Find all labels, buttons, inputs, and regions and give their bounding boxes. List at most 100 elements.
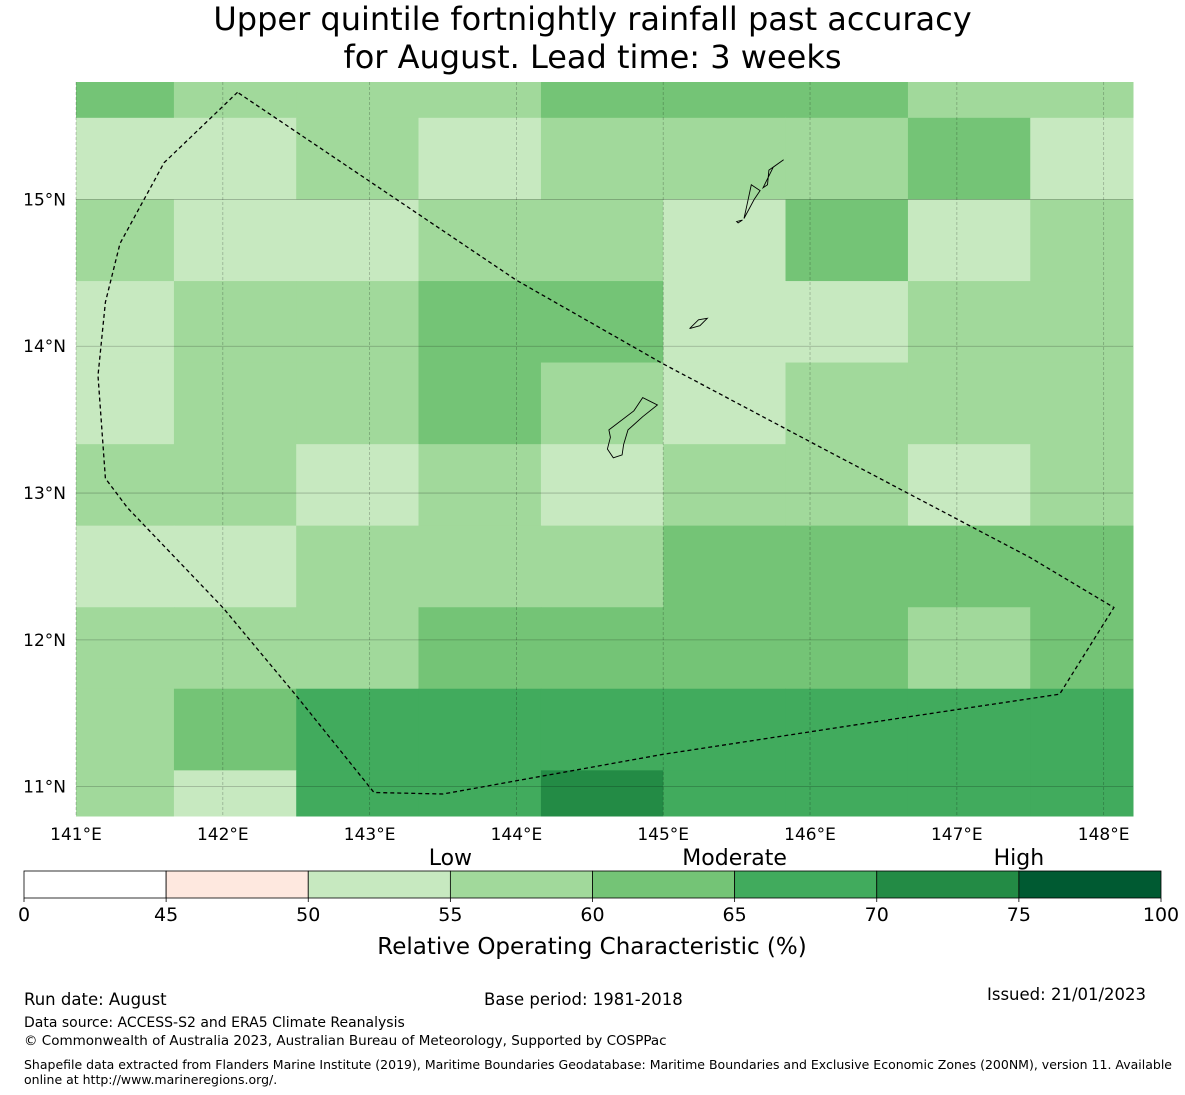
grid-cell [663, 444, 787, 527]
grid-cell [418, 607, 542, 690]
grid-cell [418, 117, 542, 200]
grid-cell [663, 525, 787, 608]
grid-cell [540, 770, 664, 817]
grid-cell [663, 607, 787, 690]
island-outline [606, 397, 659, 459]
colorbar-segment [592, 870, 736, 899]
grid-cell [1030, 770, 1134, 817]
copyright-notice: © Commonwealth of Australia 2023, Austra… [24, 1033, 667, 1049]
grid-cell [907, 444, 1031, 527]
grid-cell [907, 525, 1031, 608]
colorbar-segment [449, 870, 593, 899]
grid-cell [1030, 525, 1134, 608]
grid-cell [296, 281, 419, 364]
grid-cell [540, 525, 664, 608]
grid-cell [663, 688, 787, 771]
graticule [75, 82, 1133, 816]
colorbar [23, 870, 1162, 899]
colorbar-segment [734, 870, 878, 899]
grid-cell [1030, 82, 1134, 119]
colorbar-category-label: Low [429, 846, 472, 871]
grid-cell [296, 199, 419, 282]
grid-cell [296, 82, 419, 119]
grid-cell [907, 199, 1031, 282]
grid-cell [173, 607, 297, 690]
grid-cell [296, 688, 419, 771]
title-line-2: for August. Lead time: 3 weeks [343, 38, 842, 76]
grid-cell [907, 281, 1031, 364]
grid-cell [418, 362, 542, 445]
grid-cell [785, 688, 909, 771]
grid-cell [540, 362, 664, 445]
grid-cell [296, 362, 419, 445]
grid-cell [296, 117, 419, 200]
grid-cell [173, 82, 297, 119]
colorbar-segment [876, 870, 1020, 899]
grid-cell [173, 688, 297, 771]
island-outline [743, 184, 761, 219]
colorbar-tick-label: 0 [18, 904, 30, 926]
base-period: Base period: 1981-2018 [484, 990, 683, 1009]
grid-cell [785, 525, 909, 608]
grid-cell [663, 82, 787, 119]
coastlines [606, 159, 784, 459]
grid-cell [296, 525, 419, 608]
grid-cell [1030, 607, 1134, 690]
data-source: Data source: ACCESS-S2 and ERA5 Climate … [24, 1015, 405, 1031]
eez-boundary [97, 91, 1115, 795]
roc-grid [76, 82, 1134, 817]
grid-cell [76, 117, 175, 200]
grid-cell [1030, 199, 1134, 282]
grid-cell [540, 117, 664, 200]
grid-cell [173, 525, 297, 608]
grid-cell [173, 117, 297, 200]
grid-cell [296, 607, 419, 690]
grid-cell [1030, 281, 1134, 364]
colorbar-tick-label: 70 [865, 904, 889, 926]
grid-cell [785, 281, 909, 364]
colorbar-category-labels: Low Moderate High [429, 846, 1044, 871]
grid-cell [907, 688, 1031, 771]
grid-cell [1030, 688, 1134, 771]
x-tick-label: 144°E [491, 825, 543, 845]
colorbar-axis-label: Relative Operating Characteristic (%) [377, 934, 806, 960]
grid-cell [418, 199, 542, 282]
colorbar-tick-label: 65 [723, 904, 747, 926]
y-tick-label: 15°N [23, 190, 66, 210]
colorbar-tick-label: 75 [1007, 904, 1031, 926]
colorbar-segment [1018, 870, 1162, 899]
x-tick-label: 141°E [50, 825, 102, 845]
x-tick-labels: 141°E 142°E 143°E 144°E 145°E 146°E 147°E 148°E [50, 825, 1129, 845]
y-tick-label: 13°N [23, 484, 66, 504]
grid-cell [907, 607, 1031, 690]
grid-cell [907, 770, 1031, 817]
colorbar-segment [307, 870, 451, 899]
grid-cell [1030, 362, 1134, 445]
grid-cell [173, 199, 297, 282]
grid-cell [663, 117, 787, 200]
x-tick-label: 148°E [1078, 825, 1130, 845]
x-tick-label: 142°E [197, 825, 249, 845]
grid-cell [418, 688, 542, 771]
grid-cell [785, 770, 909, 817]
grid-cell [173, 770, 297, 817]
grid-cell [76, 82, 175, 119]
x-tick-label: 143°E [344, 825, 396, 845]
grid-cell [663, 199, 787, 282]
grid-cell [418, 281, 542, 364]
grid-cell [1030, 117, 1134, 200]
grid-cell [540, 444, 664, 527]
run-date: Run date: August [24, 990, 167, 1009]
grid-cell [785, 82, 909, 119]
grid-cell [907, 362, 1031, 445]
grid-cell [173, 281, 297, 364]
grid-cell [540, 82, 664, 119]
grid-cell [418, 770, 542, 817]
grid-cell [540, 199, 664, 282]
x-tick-label: 146°E [784, 825, 836, 845]
grid-cell [663, 281, 787, 364]
grid-cell [540, 607, 664, 690]
title-line-1: Upper quintile fortnightly rainfall past… [213, 0, 972, 38]
grid-cell [173, 444, 297, 527]
grid-cell [785, 362, 909, 445]
